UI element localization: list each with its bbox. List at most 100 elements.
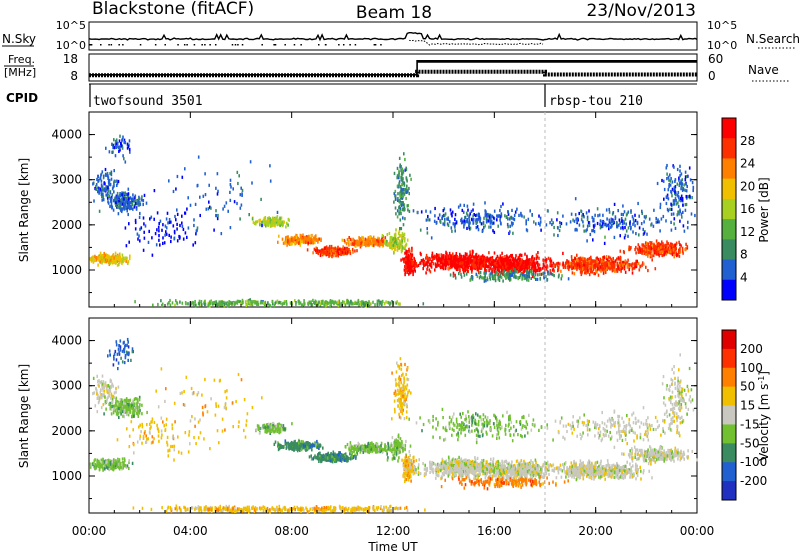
scatter-cell: [356, 242, 358, 246]
scatter-cell: [158, 234, 160, 238]
scatter-cell: [121, 207, 123, 211]
scatter-cell: [453, 257, 455, 261]
scatter-cell: [503, 267, 506, 271]
scatter-cell: [481, 262, 484, 266]
scatter-cell: [679, 164, 681, 168]
scatter-cell: [453, 224, 456, 228]
scatter-cell: [525, 228, 528, 232]
scatter-cell: [123, 157, 125, 161]
scatter-cell: [603, 263, 605, 267]
scatter-cell: [215, 303, 217, 307]
scatter-cell: [309, 240, 311, 244]
scatter-cell: [622, 261, 624, 265]
scatter-cell: [454, 217, 456, 221]
scatter-cell: [603, 256, 606, 260]
scatter-cell: [104, 167, 107, 172]
scatter-cell: [404, 237, 406, 241]
scatter-cell: [655, 220, 658, 224]
scatter-cell: [630, 263, 633, 267]
scatter-cell: [544, 258, 547, 262]
scatter-cell: [179, 300, 181, 304]
scatter-cell: [333, 254, 335, 258]
scatter-cell: [143, 236, 146, 240]
scatter-cell: [97, 258, 100, 262]
scatter-cell: [608, 210, 611, 214]
scatter-cell: [586, 257, 589, 261]
scatter-cell: [545, 223, 548, 227]
scatter-cell: [674, 197, 677, 201]
scatter-cell: [540, 272, 543, 276]
scatter-cell: [635, 259, 637, 263]
scatter-cell: [390, 238, 393, 243]
scatter-cell: [119, 192, 121, 196]
scatter-cell: [576, 217, 579, 221]
scatter-cell: [112, 257, 114, 261]
scatter-cell: [528, 262, 531, 266]
scatter-cell: [465, 263, 468, 267]
scatter-cell: [405, 258, 407, 262]
scatter-cell: [100, 192, 103, 196]
scatter-cell: [119, 205, 121, 209]
scatter-cell: [510, 216, 513, 220]
scatter-cell: [320, 250, 323, 254]
scatter-cell: [346, 238, 349, 242]
scatter-cell: [540, 267, 542, 271]
scatter-cell: [403, 234, 405, 238]
scatter-cell: [592, 264, 595, 268]
scatter-cell: [504, 255, 506, 259]
scatter-cell: [214, 300, 216, 304]
scatter-cell: [408, 186, 410, 191]
scatter-cell: [162, 236, 164, 240]
scatter-cell: [261, 220, 263, 224]
scatter-cell: [345, 242, 348, 246]
scatter-cell: [330, 250, 333, 254]
scatter-cell: [463, 262, 466, 266]
scatter-cell: [107, 186, 109, 190]
scatter-cell: [295, 241, 297, 245]
scatter-cell: [368, 242, 371, 246]
scatter-cell: [334, 247, 336, 251]
scatter-cell: [314, 241, 316, 245]
noise-search-dot: [154, 44, 157, 46]
power-panel-frame: [88, 111, 698, 308]
scatter-cell: [107, 181, 110, 185]
scatter-cell: [669, 173, 671, 177]
scatter-cell: [524, 252, 526, 256]
scatter-cell: [278, 234, 280, 238]
scatter-cell: [500, 204, 502, 209]
scatter-cell: [521, 263, 524, 267]
noise-search-dot: [186, 44, 188, 46]
scatter-cell: [636, 259, 638, 263]
scatter-cell: [344, 251, 346, 255]
scatter-cell: [400, 250, 403, 254]
scatter-cell: [286, 221, 288, 225]
scatter-cell: [127, 212, 129, 217]
scatter-cell: [144, 224, 147, 228]
scatter-cell: [513, 261, 515, 265]
scatter-cell: [666, 163, 668, 168]
scatter-cell: [352, 242, 354, 246]
scatter-cell: [647, 254, 649, 258]
scatter-cell: [407, 250, 409, 254]
scatter-cell: [621, 225, 624, 229]
frequency-panel: Freq. [MHz] 18 8 60 0 Nave: [4, 52, 790, 83]
scatter-cell: [642, 246, 645, 251]
scatter-cell: [565, 222, 568, 226]
scatter-cell: [586, 228, 588, 232]
scatter-cell: [165, 226, 168, 230]
scatter-cell: [655, 216, 657, 221]
scatter-cell: [482, 258, 485, 262]
scatter-cell: [573, 260, 576, 264]
scatter-cell: [478, 256, 481, 260]
scatter-cell: [115, 201, 117, 205]
scatter-cell: [138, 196, 140, 201]
scatter-cell: [423, 261, 425, 265]
scatter-cell: [319, 253, 322, 257]
scatter-cell: [372, 300, 374, 304]
scatter-cell: [604, 261, 607, 265]
scatter-cell: [123, 207, 126, 211]
scatter-cell: [549, 269, 552, 273]
scatter-cell: [397, 197, 399, 201]
scatter-cell: [122, 154, 124, 158]
scatter-cell: [405, 249, 407, 253]
